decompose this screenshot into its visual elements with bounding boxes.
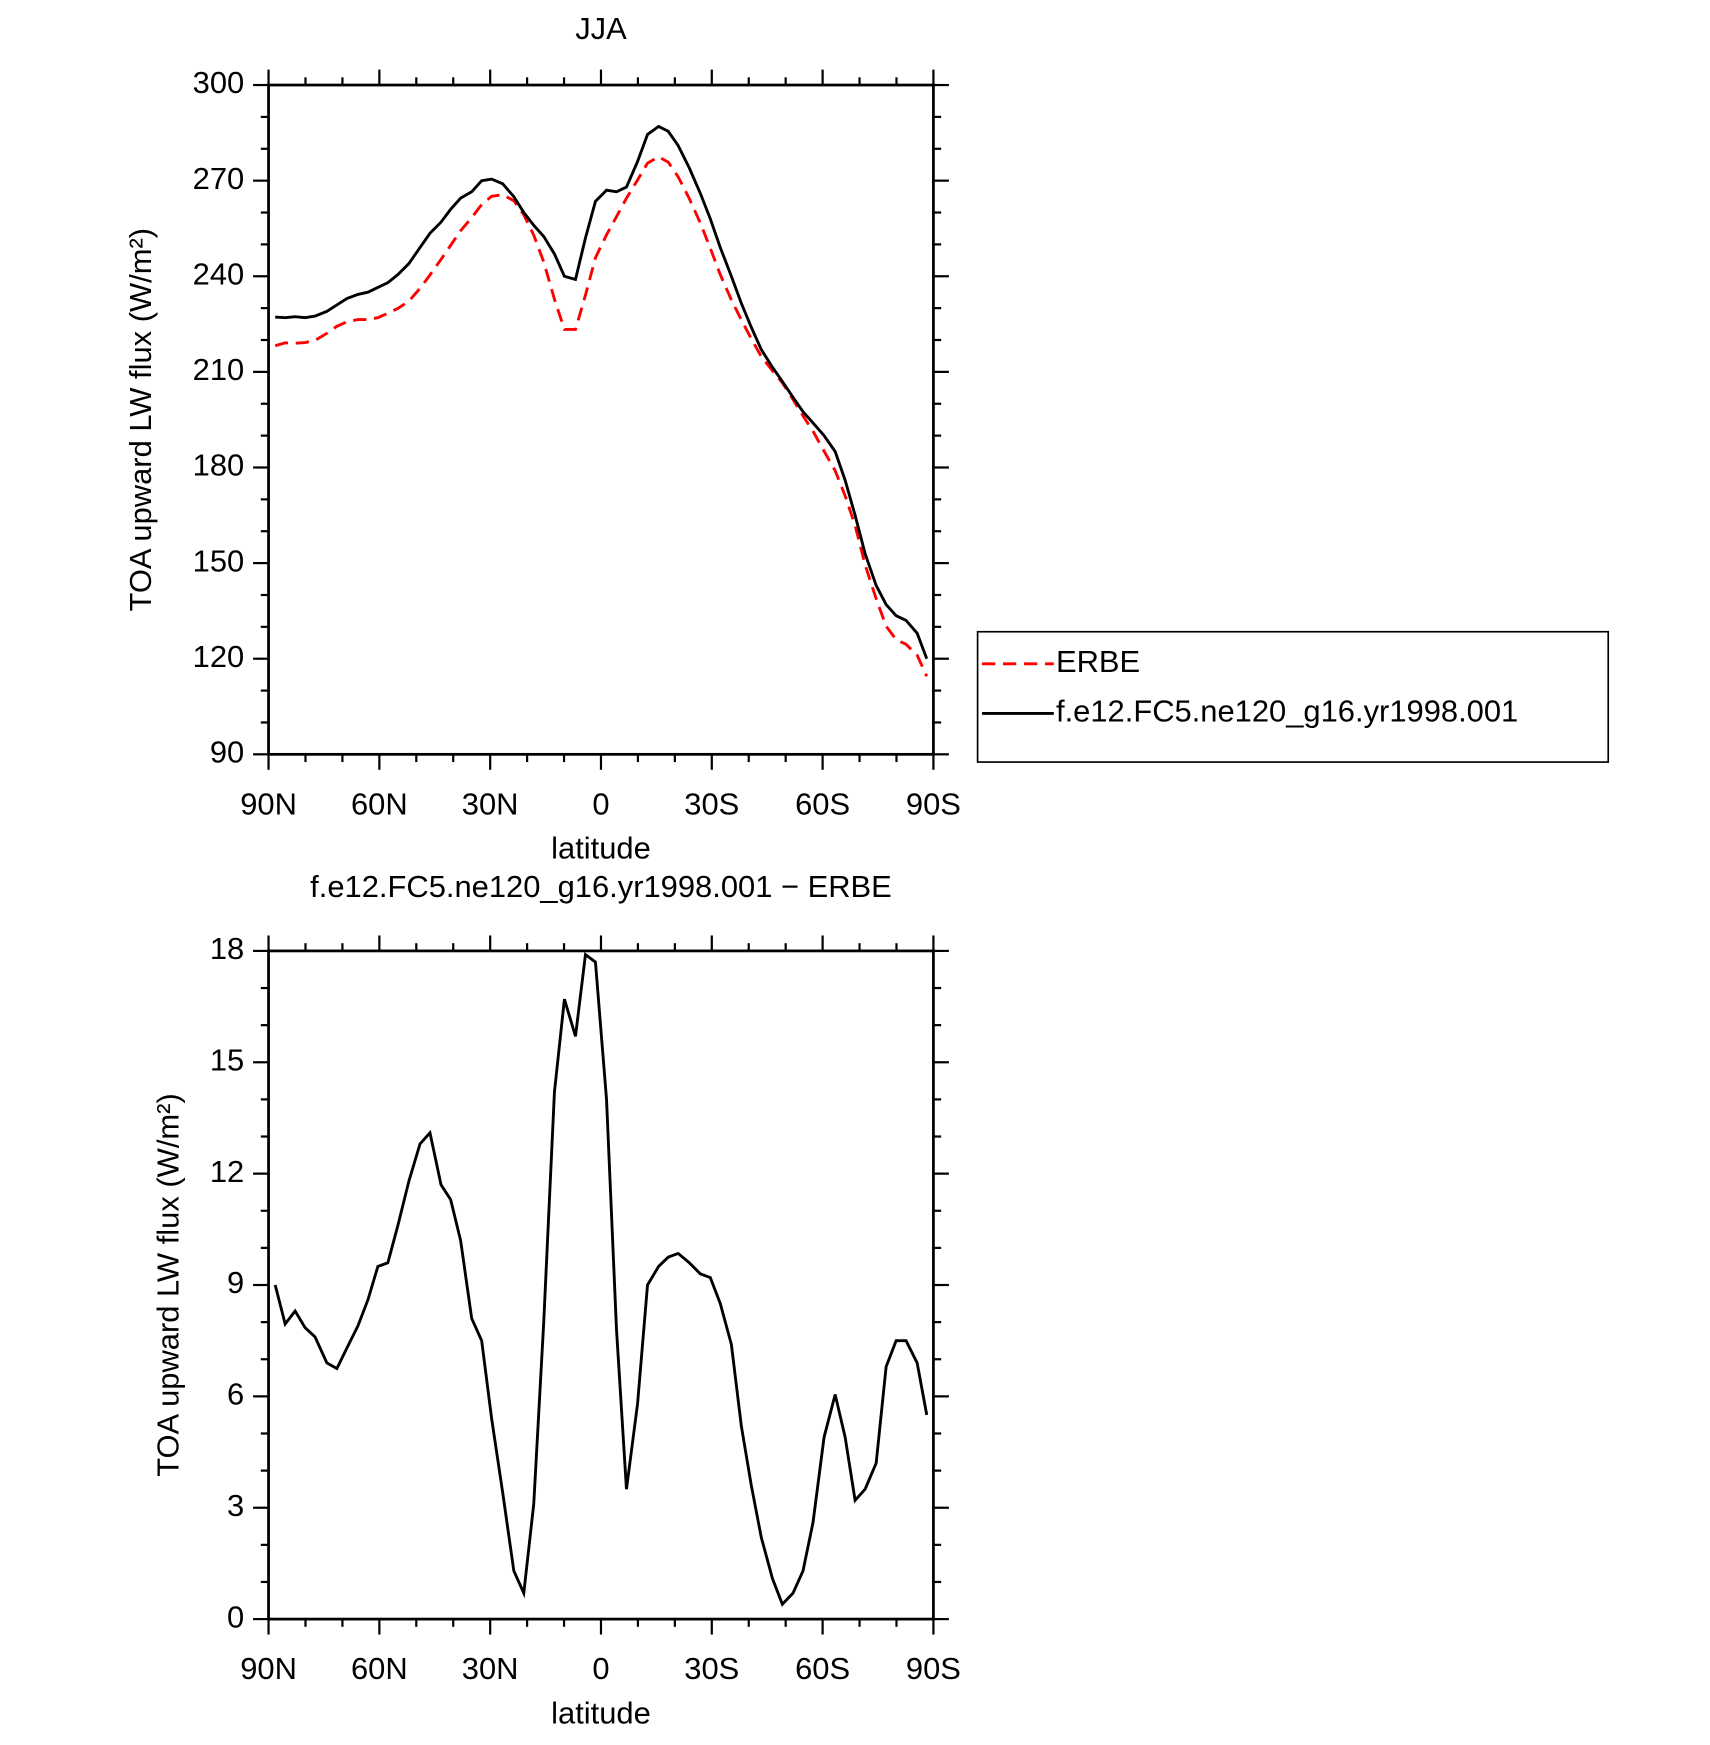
y-tick-label: 0 <box>227 1599 244 1634</box>
chart-title: JJA <box>575 11 627 46</box>
y-tick-label: 300 <box>193 65 245 100</box>
chart-title: f.e12.FC5.ne120_g16.yr1998.001 − ERBE <box>310 869 892 904</box>
x-tick-label: 30S <box>684 786 739 821</box>
legend-label: f.e12.FC5.ne120_g16.yr1998.001 <box>1056 694 1518 729</box>
y-tick-label: 270 <box>193 161 245 196</box>
y-tick-label: 120 <box>193 639 245 674</box>
x-tick-label: 30N <box>462 786 519 821</box>
y-tick-label: 9 <box>227 1265 244 1300</box>
x-axis-label: latitude <box>551 1695 651 1730</box>
x-tick-label: 90N <box>240 1651 297 1686</box>
y-tick-label: 90 <box>210 734 244 769</box>
y-tick-label: 15 <box>210 1042 244 1077</box>
x-axis-label: latitude <box>551 831 651 866</box>
y-tick-label: 12 <box>210 1154 244 1189</box>
y-tick-label: 150 <box>193 543 245 578</box>
x-tick-label: 60S <box>795 786 850 821</box>
x-tick-label: 30S <box>684 1651 739 1686</box>
data-line <box>275 124 929 660</box>
x-tick-label: 0 <box>592 1651 609 1686</box>
y-tick-label: 180 <box>193 448 245 483</box>
y-axis-label: TOA upward LW flux (W/m²) <box>150 1093 185 1477</box>
x-tick-label: 60N <box>351 786 408 821</box>
y-tick-label: 3 <box>227 1488 244 1523</box>
plot-frame <box>267 83 935 756</box>
x-tick-label: 60N <box>351 1651 408 1686</box>
x-tick-label: 90S <box>906 1651 961 1686</box>
x-tick-label: 0 <box>592 786 609 821</box>
y-tick-label: 6 <box>227 1377 244 1412</box>
x-tick-label: 90N <box>240 786 297 821</box>
data-line <box>273 951 929 1607</box>
legend-box <box>976 630 1610 763</box>
y-tick-label: 18 <box>210 931 244 966</box>
y-tick-label: 240 <box>193 256 245 291</box>
data-line <box>274 155 929 677</box>
plot-frame <box>267 949 935 1621</box>
y-axis-label: TOA upward LW flux (W/m²) <box>123 228 158 612</box>
x-tick-label: 30N <box>462 1651 519 1686</box>
y-tick-label: 210 <box>193 352 245 387</box>
x-tick-label: 60S <box>795 1651 850 1686</box>
legend-label: ERBE <box>1056 644 1140 679</box>
x-tick-label: 90S <box>906 786 961 821</box>
